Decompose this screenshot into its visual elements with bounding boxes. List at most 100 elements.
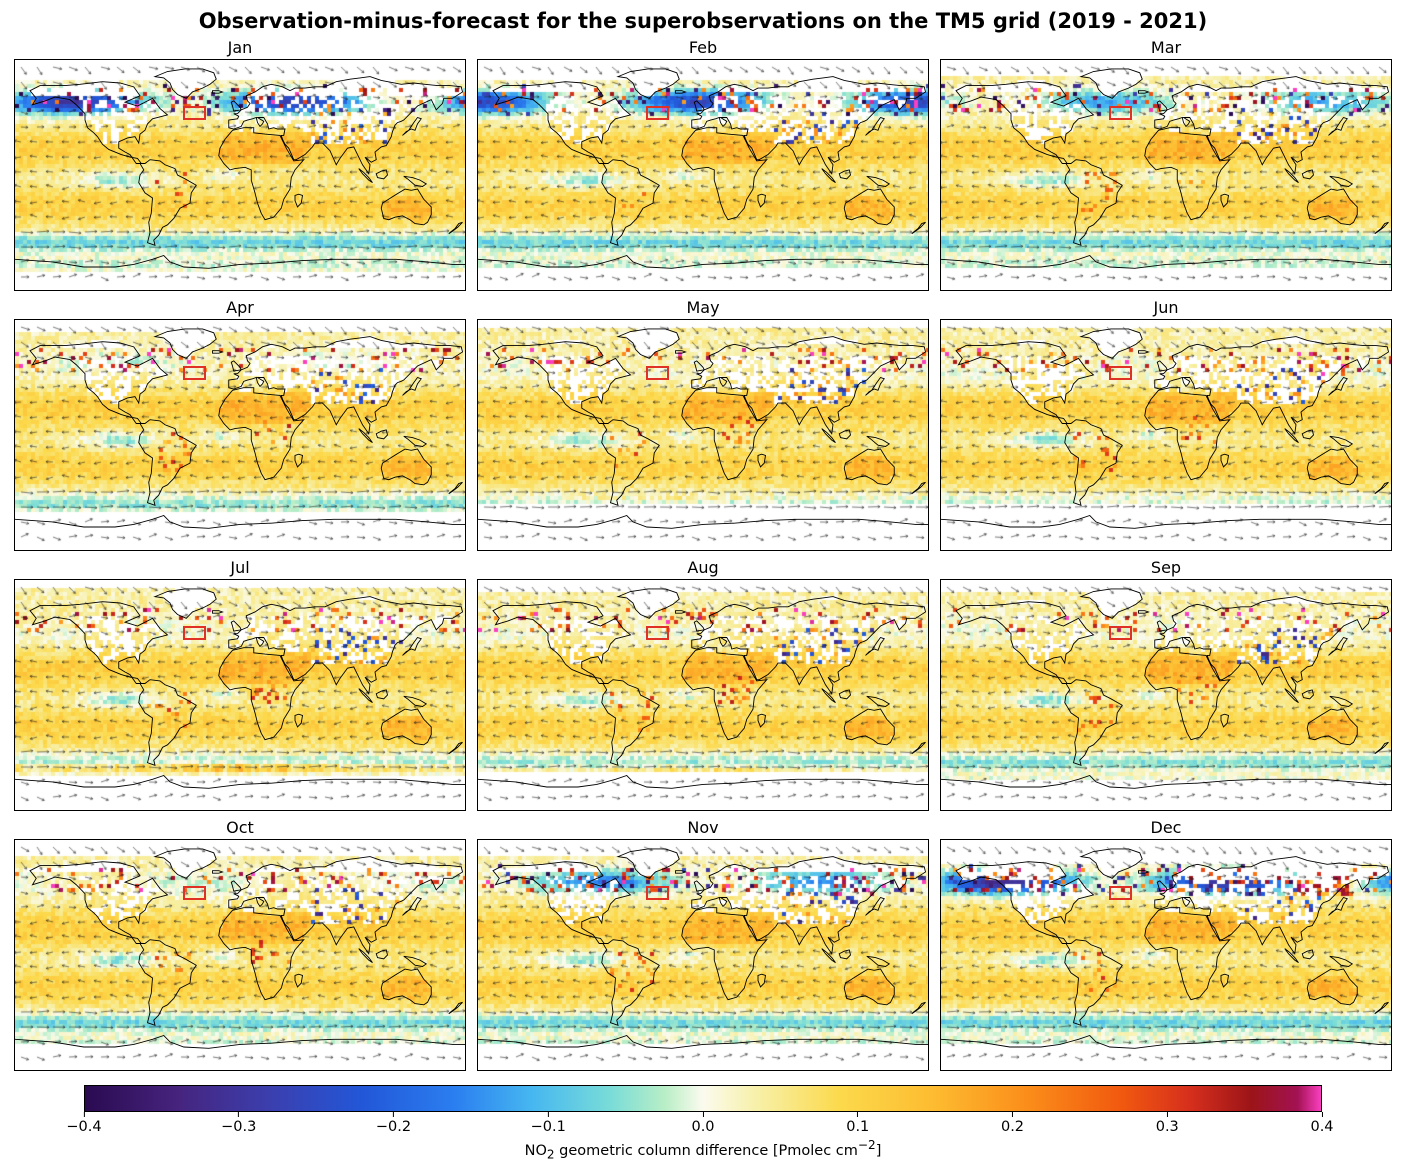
coastline-path bbox=[941, 69, 1391, 268]
map-heatmap-canvas bbox=[15, 60, 465, 290]
coastline-svg bbox=[941, 580, 1391, 810]
coastline-path bbox=[15, 329, 465, 528]
coastline-path bbox=[478, 849, 928, 1048]
map-heatmap-canvas bbox=[478, 60, 928, 290]
map-panel-jun: Jun bbox=[940, 296, 1392, 551]
coastline-path bbox=[941, 849, 1391, 1048]
panel-title: Nov bbox=[687, 818, 719, 837]
colorbar-tick: −0.2 bbox=[376, 1112, 411, 1135]
colorbar-label-mid: geometric column difference [Pmolec cm bbox=[554, 1142, 858, 1159]
colorbar-tick: 0.4 bbox=[1310, 1112, 1333, 1135]
panel-title: Jul bbox=[230, 558, 250, 577]
map-area bbox=[940, 319, 1392, 551]
figure-title: Observation-minus-forecast for the super… bbox=[198, 9, 1208, 33]
map-panel-apr: Apr bbox=[14, 296, 466, 551]
coastline-path bbox=[478, 589, 928, 788]
map-area bbox=[477, 579, 929, 811]
colorbar-gradient bbox=[84, 1085, 1322, 1112]
map-area bbox=[14, 839, 466, 1071]
panels-grid: Jan Feb Mar Apr May Jun Jul Aug Sep Oct Nov Dec bbox=[0, 36, 1406, 1071]
panel-title: Aug bbox=[687, 558, 719, 577]
colorbar-tick: −0.1 bbox=[531, 1112, 566, 1135]
map-heatmap-canvas bbox=[478, 840, 928, 1070]
map-area bbox=[14, 319, 466, 551]
map-area bbox=[940, 59, 1392, 291]
map-heatmap-canvas bbox=[478, 580, 928, 810]
region-annotation-box bbox=[182, 626, 207, 641]
map-heatmap-canvas bbox=[15, 840, 465, 1070]
colorbar: −0.4 −0.3 −0.2 −0.1 0.0 0.1 0.2 0.3 0.4 NO2 geom… bbox=[66, 1085, 1334, 1172]
region-annotation-box bbox=[182, 366, 207, 381]
coastline-svg bbox=[941, 320, 1391, 550]
colorbar-tick: 0.3 bbox=[1156, 1112, 1179, 1135]
map-heatmap-canvas bbox=[15, 320, 465, 550]
map-area bbox=[940, 839, 1392, 1071]
map-panel-jul: Jul bbox=[14, 556, 466, 811]
coastline-svg bbox=[15, 580, 465, 810]
coastline-path bbox=[15, 849, 465, 1048]
colorbar-tick: −0.4 bbox=[66, 1112, 101, 1135]
map-panel-may: May bbox=[477, 296, 929, 551]
region-annotation-box bbox=[1108, 886, 1133, 901]
coastline-svg bbox=[15, 840, 465, 1070]
colorbar-label-pre: NO bbox=[524, 1142, 547, 1159]
region-annotation-box bbox=[645, 106, 670, 121]
coastline-path bbox=[941, 329, 1391, 528]
coastline-svg bbox=[941, 840, 1391, 1070]
colorbar-ticks: −0.4 −0.3 −0.2 −0.1 0.0 0.1 0.2 0.3 0.4 bbox=[66, 1112, 1333, 1138]
coastline-path bbox=[941, 589, 1391, 788]
coastline-path bbox=[478, 69, 928, 268]
region-annotation-box bbox=[645, 626, 670, 641]
map-heatmap-canvas bbox=[941, 320, 1391, 550]
region-annotation-box bbox=[1108, 366, 1133, 381]
region-annotation-box bbox=[1108, 626, 1133, 641]
map-panel-dec: Dec bbox=[940, 816, 1392, 1071]
map-area bbox=[477, 59, 929, 291]
colorbar-label-sub: 2 bbox=[546, 1147, 555, 1162]
coastline-svg bbox=[478, 580, 928, 810]
panel-title: Oct bbox=[226, 818, 254, 837]
map-heatmap-canvas bbox=[941, 60, 1391, 290]
coastline-path bbox=[15, 589, 465, 788]
colorbar-tick: −0.3 bbox=[221, 1112, 256, 1135]
coastline-svg bbox=[478, 60, 928, 290]
colorbar-label-post: ] bbox=[875, 1142, 882, 1159]
panel-title: May bbox=[686, 298, 720, 317]
map-panel-feb: Feb bbox=[477, 36, 929, 291]
colorbar-tick: 0.1 bbox=[846, 1112, 869, 1135]
region-annotation-box bbox=[645, 366, 670, 381]
panel-title: Apr bbox=[226, 298, 254, 317]
coastline-svg bbox=[478, 840, 928, 1070]
coastline-path bbox=[15, 69, 465, 268]
panel-title: Feb bbox=[688, 38, 718, 57]
map-heatmap-canvas bbox=[478, 320, 928, 550]
panel-title: Jan bbox=[227, 38, 253, 57]
coastline-svg bbox=[15, 320, 465, 550]
map-heatmap-canvas bbox=[941, 580, 1391, 810]
region-annotation-box bbox=[1108, 106, 1133, 121]
map-panel-jan: Jan bbox=[14, 36, 466, 291]
map-area bbox=[14, 59, 466, 291]
panel-title: Dec bbox=[1150, 818, 1182, 837]
map-panel-nov: Nov bbox=[477, 816, 929, 1071]
coastline-svg bbox=[15, 60, 465, 290]
map-heatmap-canvas bbox=[15, 580, 465, 810]
coastline-svg bbox=[478, 320, 928, 550]
map-area bbox=[477, 319, 929, 551]
map-panel-sep: Sep bbox=[940, 556, 1392, 811]
coastline-path bbox=[478, 329, 928, 528]
panel-title: Mar bbox=[1150, 38, 1182, 57]
map-area bbox=[477, 839, 929, 1071]
map-area bbox=[940, 579, 1392, 811]
map-panel-oct: Oct bbox=[14, 816, 466, 1071]
map-heatmap-canvas bbox=[941, 840, 1391, 1070]
colorbar-tick: 0.2 bbox=[1001, 1112, 1024, 1135]
map-area bbox=[14, 579, 466, 811]
panel-title: Jun bbox=[1153, 298, 1179, 317]
panel-title: Sep bbox=[1150, 558, 1182, 577]
region-annotation-box bbox=[182, 886, 207, 901]
colorbar-label-sup: −2 bbox=[857, 1138, 876, 1152]
map-panel-aug: Aug bbox=[477, 556, 929, 811]
map-panel-mar: Mar bbox=[940, 36, 1392, 291]
